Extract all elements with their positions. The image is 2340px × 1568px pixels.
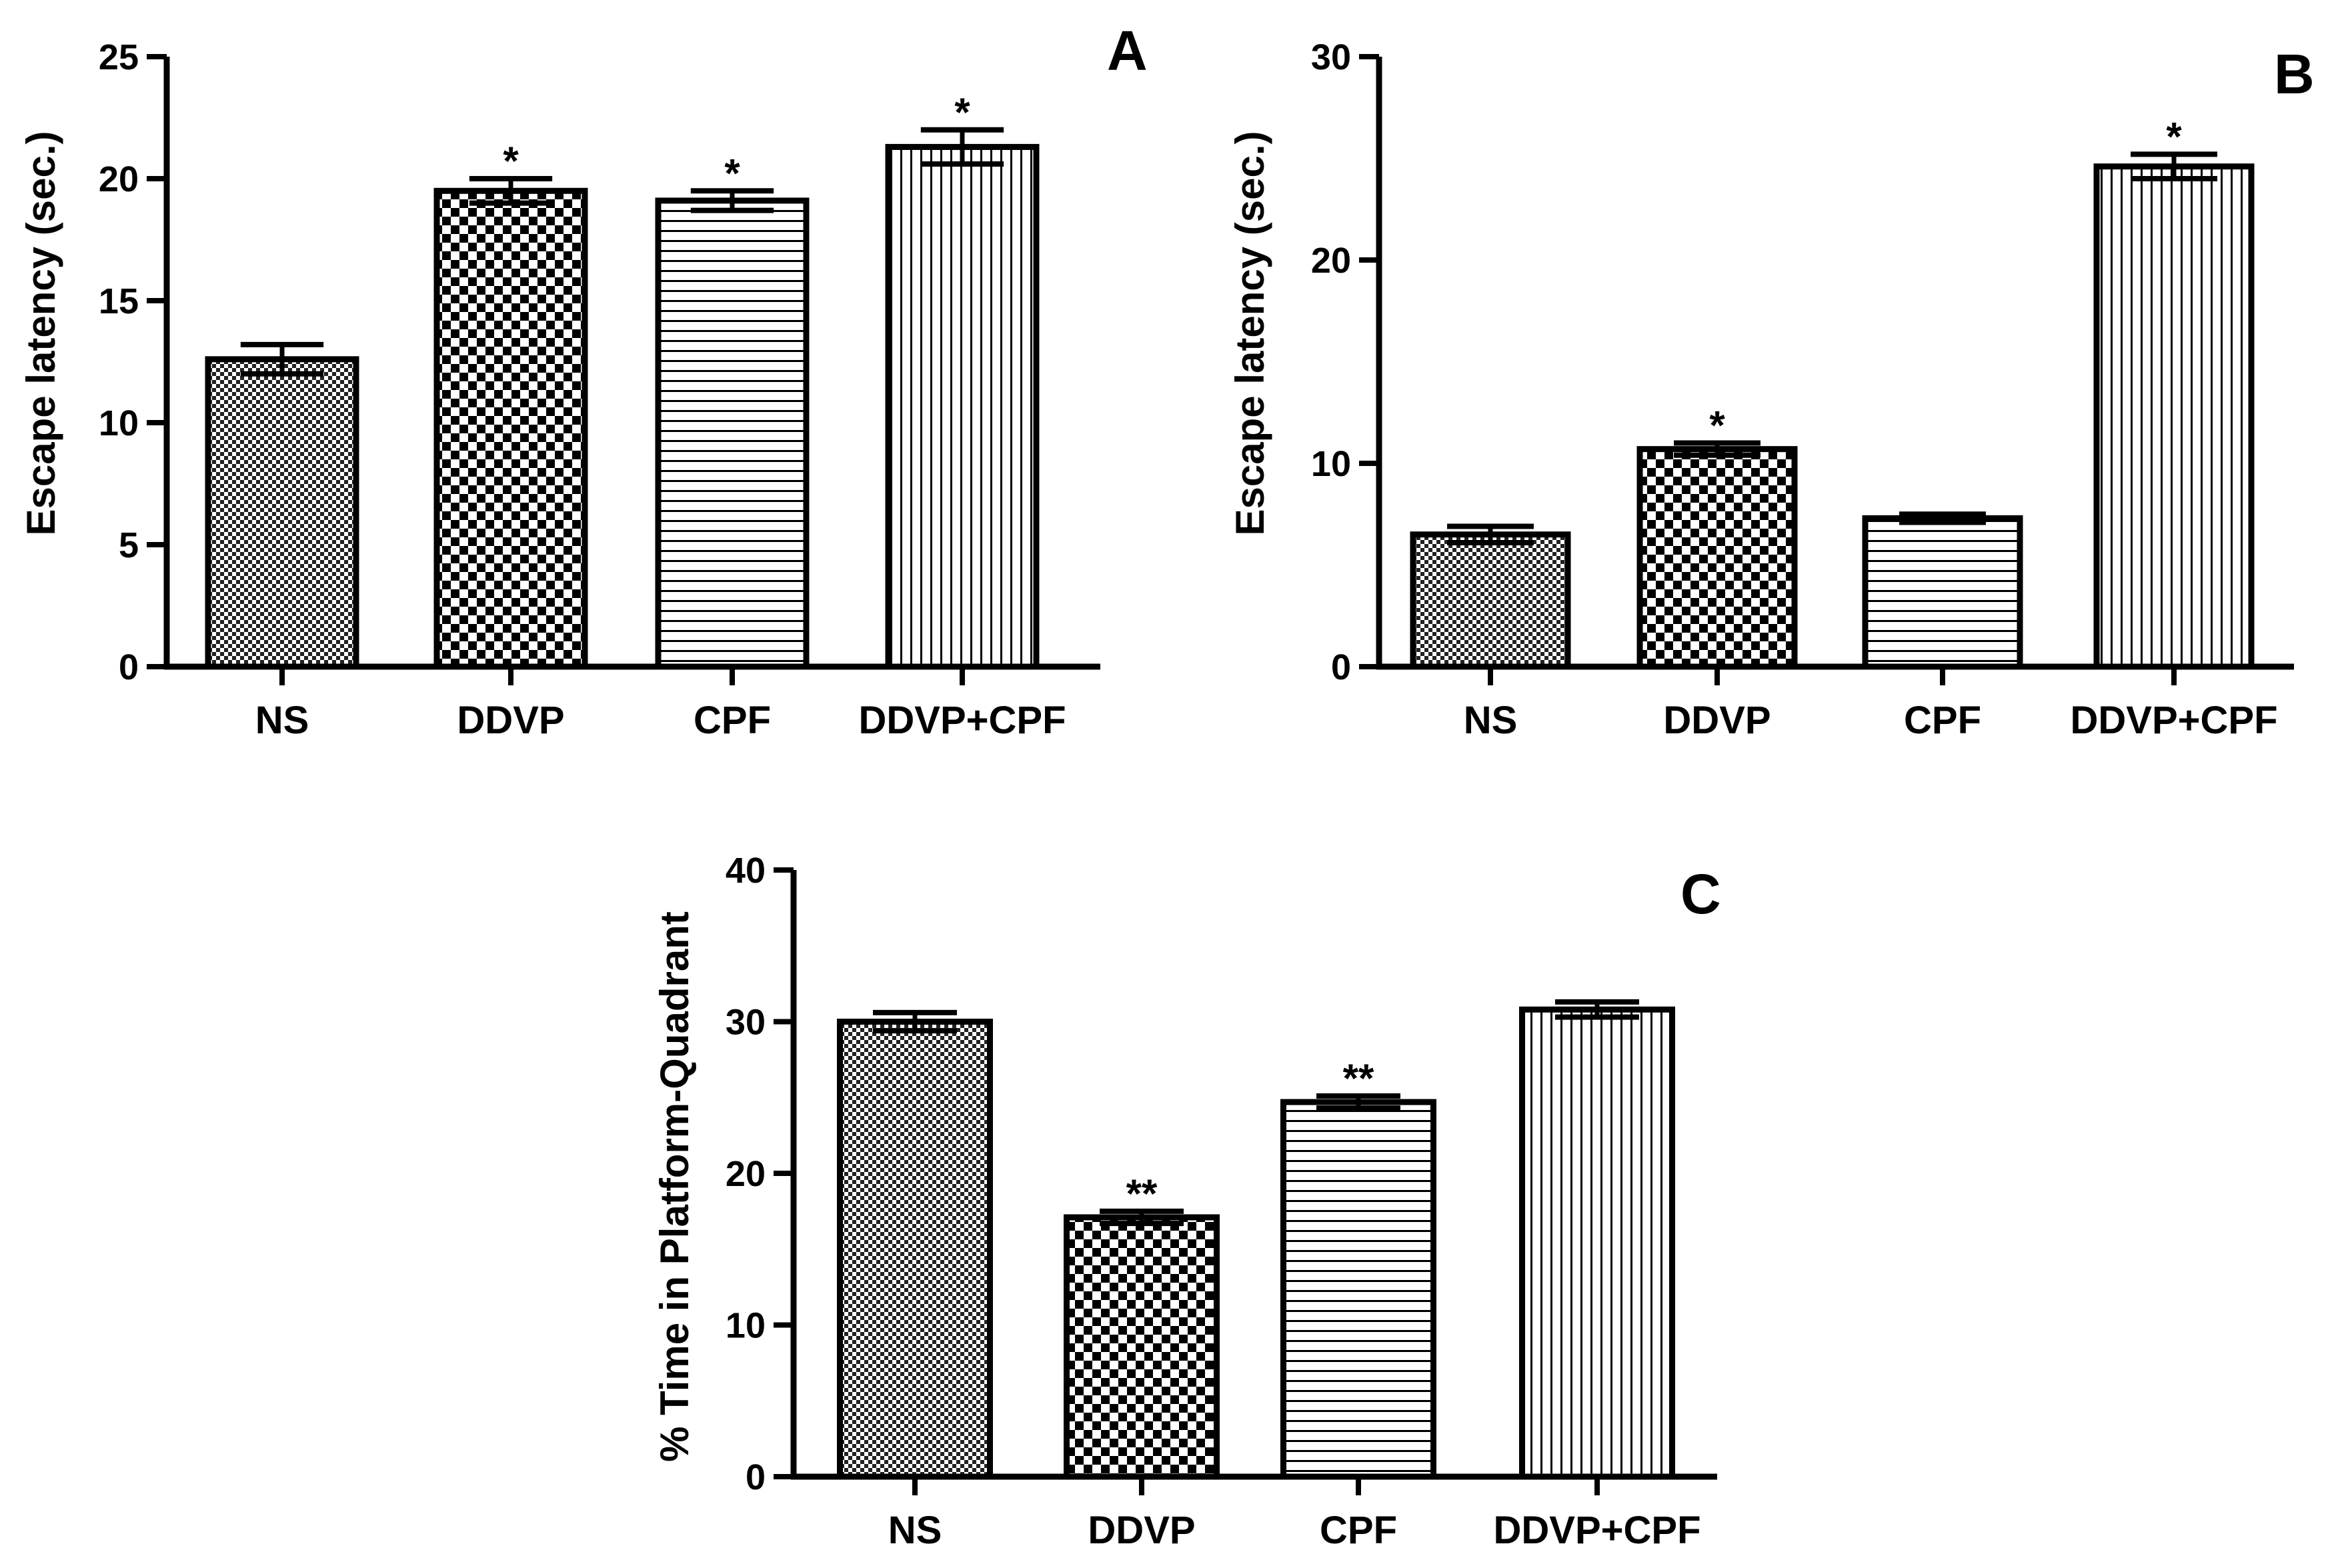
y-tick-label-a-25: 25: [99, 37, 139, 77]
bar-c-ddvp-plus-cpf: [1519, 1006, 1675, 1480]
y-tick-label-b-10: 10: [1311, 444, 1351, 484]
bar-b-ns: [1410, 531, 1571, 670]
y-tick-label-a-5: 5: [119, 525, 139, 565]
x-tick-label-b-0: NS: [1464, 699, 1518, 742]
y-tick-label-b-20: 20: [1311, 241, 1351, 281]
x-tick-label-c-3: DDVP+CPF: [1493, 1509, 1700, 1552]
x-tick-label-b-1: DDVP: [1663, 699, 1771, 742]
y-tick-label-c-40: 40: [726, 851, 766, 891]
bar-c-cpf: [1280, 1099, 1436, 1480]
x-tick-label-c-0: NS: [888, 1509, 942, 1552]
x-tick-label-a-2: CPF: [694, 699, 771, 742]
y-axis-title-c: % Time in Platform-Quadrant: [652, 911, 697, 1462]
bar-a-cpf: [655, 197, 810, 670]
x-tick-label-c-1: DDVP: [1088, 1509, 1195, 1552]
x-tick-label-a-3: DDVP+CPF: [858, 699, 1066, 742]
bar-b-cpf: [1862, 515, 2023, 670]
x-tick-label-a-1: DDVP: [457, 699, 564, 742]
chart-panel-b: B Escape latency (sec.) NS * DDVP CPF * DDVP+…: [1228, 37, 2315, 742]
y-tick-label-b-0: 0: [1331, 647, 1351, 687]
x-tick-label-b-2: CPF: [1904, 699, 1981, 742]
significance-c-2: **: [1343, 1056, 1374, 1101]
bar-c-ns: [837, 1019, 993, 1480]
y-tick-label-c-0: 0: [746, 1457, 766, 1497]
y-tick-label-c-20: 20: [726, 1154, 766, 1194]
significance-a-2: *: [724, 151, 740, 195]
x-tick-label-b-3: DDVP+CPF: [2070, 699, 2277, 742]
significance-c-1: **: [1126, 1171, 1158, 1216]
significance-a-3: *: [954, 90, 970, 135]
y-axis-title-a: Escape latency (sec.): [19, 131, 63, 535]
bar-c-ddvp: [1064, 1214, 1220, 1480]
significance-b-3: *: [2166, 114, 2182, 159]
bar-b-ddvp-plus-cpf: [2093, 163, 2255, 670]
y-tick-label-b-30: 30: [1311, 37, 1351, 77]
y-tick-label-a-20: 20: [99, 159, 139, 199]
panel-letter-a: A: [1107, 19, 1148, 82]
panel-letter-c: C: [1680, 863, 1721, 925]
bar-a-ns: [205, 356, 359, 670]
y-tick-label-a-15: 15: [99, 281, 139, 321]
y-axis-title-b: Escape latency (sec.): [1228, 131, 1272, 535]
bar-b-ddvp: [1636, 446, 1798, 670]
y-tick-label-c-30: 30: [726, 1003, 766, 1043]
bar-a-ddvp: [433, 187, 588, 670]
x-tick-label-c-2: CPF: [1320, 1509, 1397, 1552]
chart-panel-c: C % Time in Platform-Quadrant NS ** DDVP **…: [652, 851, 1721, 1552]
y-tick-label-a-10: 10: [99, 403, 139, 443]
significance-b-1: *: [1709, 403, 1725, 448]
chart-panel-a: A Escape latency (sec.) NS * DDVP * CPF * DDVP…: [19, 19, 1148, 742]
y-tick-label-a-0: 0: [119, 647, 139, 687]
panel-letter-b: B: [2274, 43, 2315, 105]
x-tick-label-a-0: NS: [255, 699, 309, 742]
y-tick-label-c-10: 10: [726, 1306, 766, 1346]
significance-a-1: *: [503, 139, 519, 183]
bar-a-ddvp-plus-cpf: [885, 143, 1040, 670]
